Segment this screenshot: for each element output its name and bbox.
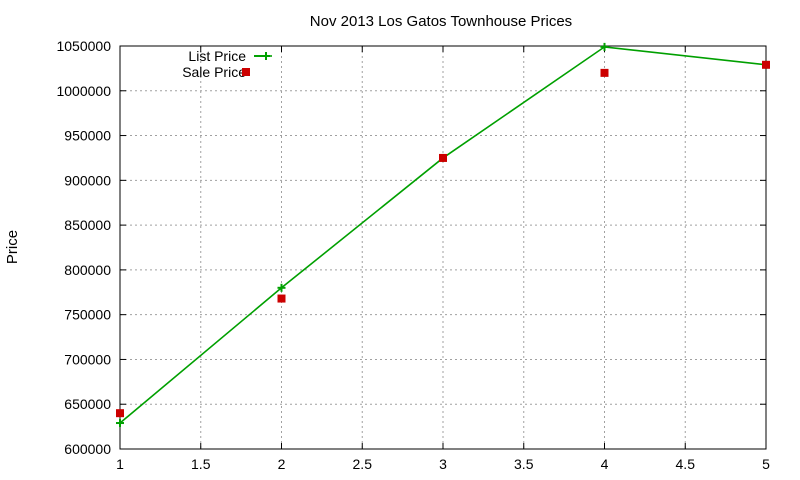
y-tick-label: 650000 <box>64 396 111 412</box>
data-point <box>762 60 770 69</box>
y-tick-label: 600000 <box>64 441 111 457</box>
data-point <box>116 419 124 428</box>
x-tick-label: 2 <box>278 456 286 472</box>
x-tick-label: 3.5 <box>514 456 534 472</box>
data-point <box>116 409 124 418</box>
plot-border <box>119 45 767 450</box>
y-tick-label: 900000 <box>64 172 111 188</box>
y-tick-label: 1000000 <box>56 83 111 99</box>
legend-item: List Price <box>188 48 272 64</box>
x-tick-label: 4 <box>601 456 609 472</box>
y-tick-label: 1050000 <box>56 38 111 54</box>
x-tick-label: 5 <box>762 456 770 472</box>
data-point <box>600 68 609 77</box>
series <box>116 42 770 428</box>
data-point <box>600 42 609 51</box>
data-point <box>277 283 286 292</box>
legend-label: List Price <box>188 48 246 64</box>
x-tick-label: 4.5 <box>676 456 696 472</box>
series-list-price <box>116 42 770 428</box>
legend-marker <box>242 68 250 76</box>
x-tick-label: 2.5 <box>353 456 373 472</box>
axes: 1 1.5 2 2.5 3 3.5 4 4.5 5 600000 650000 700000 75000… <box>56 38 770 472</box>
y-tick-label: 800000 <box>64 262 111 278</box>
y-tick-label: 850000 <box>64 217 111 233</box>
x-tick-label: 3 <box>439 456 447 472</box>
y-tick-label: 750000 <box>64 307 111 323</box>
data-point <box>277 294 286 303</box>
grid <box>120 46 766 449</box>
x-tick-label: 1.5 <box>191 456 211 472</box>
x-tick-label: 1 <box>116 456 124 472</box>
legend-label: Sale Price <box>182 64 246 80</box>
data-point <box>439 153 447 162</box>
chart-title: Nov 2013 Los Gatos Townhouse Prices <box>310 13 572 30</box>
series-sale-price <box>116 60 770 418</box>
y-axis-label: Price <box>4 230 21 264</box>
y-tick-label: 700000 <box>64 351 111 367</box>
legend-item: Sale Price <box>182 64 250 80</box>
legend-marker <box>262 52 270 60</box>
y-tick-label: 950000 <box>64 128 111 144</box>
